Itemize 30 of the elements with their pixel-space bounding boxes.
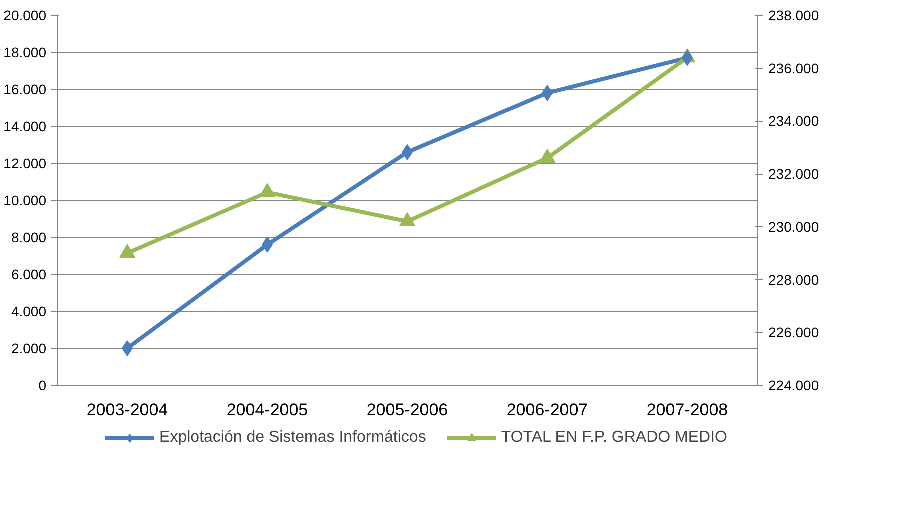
point — [540, 149, 556, 164]
y2-tick-label: 226.000 — [768, 324, 820, 341]
y2-tick-label: 232.000 — [768, 166, 820, 182]
y-tick-label: 4.000 — [11, 304, 47, 320]
x-tick-label: 2003-2004 — [86, 400, 168, 420]
point — [120, 244, 136, 258]
y2-tick-label: 230.000 — [768, 218, 820, 235]
y-tick-label: 2.000 — [11, 340, 47, 356]
y2-tick-label: 228.000 — [768, 272, 820, 288]
y-tick-label: 18.000 — [4, 44, 47, 60]
point — [260, 183, 276, 198]
y2-tick-label: 234.000 — [768, 113, 820, 130]
y2-tick-label: 236.000 — [768, 60, 820, 76]
y-tick-label: 6.000 — [11, 266, 47, 282]
y-tick-label: 12.000 — [4, 156, 47, 172]
point — [400, 212, 416, 226]
legend-label: TOTAL EN F.P. GRADO MEDIO — [501, 429, 728, 447]
y-tick-label: 16.000 — [4, 82, 47, 98]
y2-tick-label: 238.000 — [768, 8, 820, 24]
x-tick-label: 2007-2008 — [646, 400, 728, 420]
y-tick-label: 20.000 — [4, 8, 47, 24]
legend-label: Explotación de Sistemas Informáticos — [160, 429, 426, 447]
y2-tick-label: 224.000 — [768, 378, 820, 394]
x-tick-label: 2006-2007 — [506, 400, 588, 420]
y-tick-label: 10.000 — [4, 192, 47, 208]
x-tick-label: 2005-2006 — [366, 400, 448, 420]
x-tick-label: 2004-2005 — [226, 400, 308, 420]
y-tick-label: 8.000 — [11, 230, 47, 246]
y-tick-label: 14.000 — [4, 118, 47, 134]
y-tick-label: 0 — [38, 378, 47, 394]
